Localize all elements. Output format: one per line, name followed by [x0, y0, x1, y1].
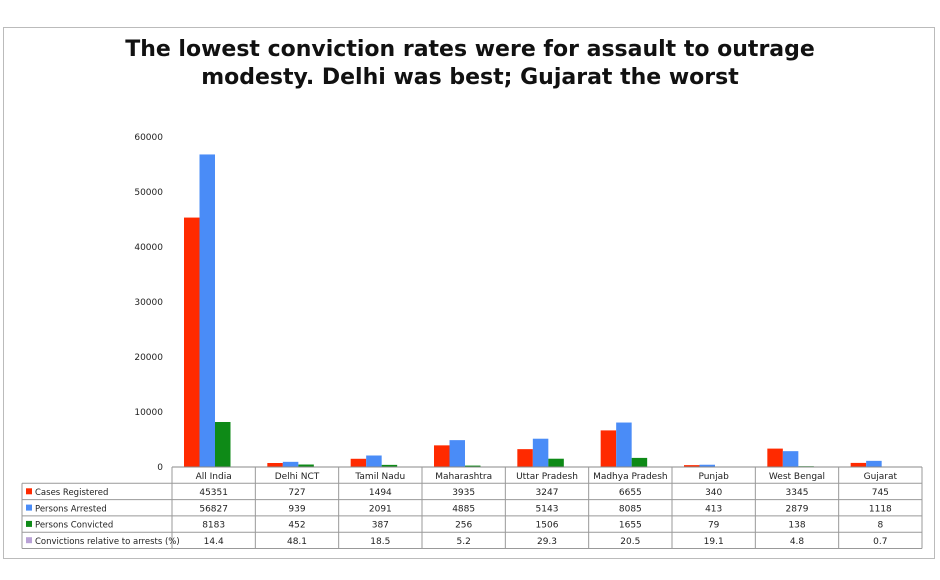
- y-tick-label: 40000: [134, 243, 163, 253]
- table-cell-value: 745: [872, 488, 889, 498]
- bar-persons-arrested: [449, 440, 465, 467]
- legend-label: Persons Convicted: [35, 521, 113, 531]
- table-cell-value: 4885: [452, 504, 475, 514]
- table-cell-value: 79: [708, 521, 720, 531]
- bar-cases-registered: [350, 458, 367, 467]
- table-cell-value: 14.4: [204, 537, 224, 547]
- table-cell-value: 3345: [786, 488, 809, 498]
- table-cell-value: 3247: [536, 488, 559, 498]
- legend-swatch: [26, 504, 32, 511]
- table-cell-value: 256: [455, 521, 472, 531]
- y-tick-label: 10000: [134, 408, 163, 418]
- table-cell-value: 1655: [619, 521, 642, 531]
- table-cell-value: 48.1: [287, 537, 307, 547]
- bar-cases-registered: [184, 217, 200, 467]
- y-tick-label: 30000: [134, 298, 163, 308]
- bar-persons-arrested: [866, 460, 882, 467]
- bar-persons-arrested: [782, 451, 799, 467]
- table-cell-value: 18.5: [370, 537, 390, 547]
- category-label: Delhi NCT: [275, 472, 320, 482]
- table-cell-value: 3935: [452, 488, 475, 498]
- table-cell-value: 2091: [369, 504, 392, 514]
- table-cell-value: 1494: [369, 488, 392, 498]
- bar-persons-arrested: [199, 154, 215, 467]
- category-label: All India: [196, 472, 232, 482]
- legend-swatch: [26, 488, 32, 495]
- category-label: Madhya Pradesh: [593, 472, 668, 482]
- category-label: West Bengal: [769, 472, 825, 482]
- bar-persons-convicted: [381, 464, 398, 467]
- bar-cases-registered: [767, 448, 783, 467]
- category-label: Uttar Pradesh: [516, 472, 578, 482]
- bar-persons-arrested: [282, 461, 299, 467]
- chart-title-line-2: modesty. Delhi was best; Gujarat the wor…: [201, 65, 739, 90]
- table-cell-value: 387: [372, 521, 389, 531]
- bar-cases-registered: [850, 462, 867, 467]
- table-cell-value: 8: [877, 521, 883, 531]
- table-cell-value: 1118: [869, 504, 892, 514]
- table-cell-value: 20.5: [620, 537, 640, 547]
- bar-persons-convicted: [631, 457, 648, 467]
- table-cell-value: 0.7: [873, 537, 887, 547]
- bar-cases-registered: [517, 449, 533, 467]
- bar-cases-registered: [434, 445, 450, 467]
- bar-persons-arrested: [699, 464, 715, 467]
- category-label: Maharashtra: [435, 472, 492, 482]
- bar-persons-convicted: [465, 465, 481, 467]
- y-tick-label: 60000: [134, 133, 163, 143]
- bar-persons-convicted: [215, 421, 231, 467]
- table-cell-value: 340: [705, 488, 722, 498]
- bar-cases-registered: [600, 430, 617, 467]
- table-cell-value: 5.2: [457, 537, 471, 547]
- bar-persons-arrested: [616, 422, 632, 467]
- table-cell-value: 939: [288, 504, 305, 514]
- bar-persons-convicted: [298, 464, 314, 467]
- table-cell-value: 2879: [786, 504, 809, 514]
- chart-frame: [3, 27, 935, 559]
- legend-label: Convictions relative to arrests (%): [35, 537, 180, 547]
- legend-label: Cases Registered: [35, 488, 108, 498]
- table-cell-value: 4.8: [790, 537, 805, 547]
- legend-label: Persons Arrested: [35, 504, 107, 514]
- category-label: Gujarat: [864, 472, 898, 482]
- table-cell-value: 727: [288, 488, 305, 498]
- y-tick-label: 50000: [134, 188, 163, 198]
- bar-cases-registered: [684, 465, 700, 467]
- table-cell-value: 5143: [536, 504, 559, 514]
- table-cell-value: 6655: [619, 488, 642, 498]
- y-tick-label: 20000: [134, 353, 163, 363]
- bar-persons-convicted: [548, 458, 564, 467]
- category-label: Punjab: [698, 472, 729, 482]
- bar-cases-registered: [267, 463, 283, 467]
- table-cell-value: 452: [288, 521, 305, 531]
- table-cell-value: 56827: [199, 504, 228, 514]
- table-cell-value: 29.3: [537, 537, 557, 547]
- chart-title-line-1: The lowest conviction rates were for ass…: [125, 37, 815, 62]
- table-cell-value: 138: [788, 521, 805, 531]
- bar-persons-arrested: [366, 455, 382, 467]
- bar-persons-arrested: [532, 438, 549, 467]
- table-cell-value: 8085: [619, 504, 642, 514]
- category-label: Tamil Nadu: [354, 472, 405, 482]
- y-tick-label: 0: [157, 463, 163, 473]
- legend-swatch: [26, 537, 32, 544]
- table-cell-value: 8183: [202, 521, 225, 531]
- table-cell-value: 19.1: [704, 537, 724, 547]
- table-cell-value: 1506: [536, 521, 559, 531]
- chart-title: The lowest conviction rates were for ass…: [0, 36, 940, 92]
- table-cell-value: 45351: [199, 488, 228, 498]
- table-cell-value: 413: [705, 504, 722, 514]
- legend-swatch: [26, 520, 32, 527]
